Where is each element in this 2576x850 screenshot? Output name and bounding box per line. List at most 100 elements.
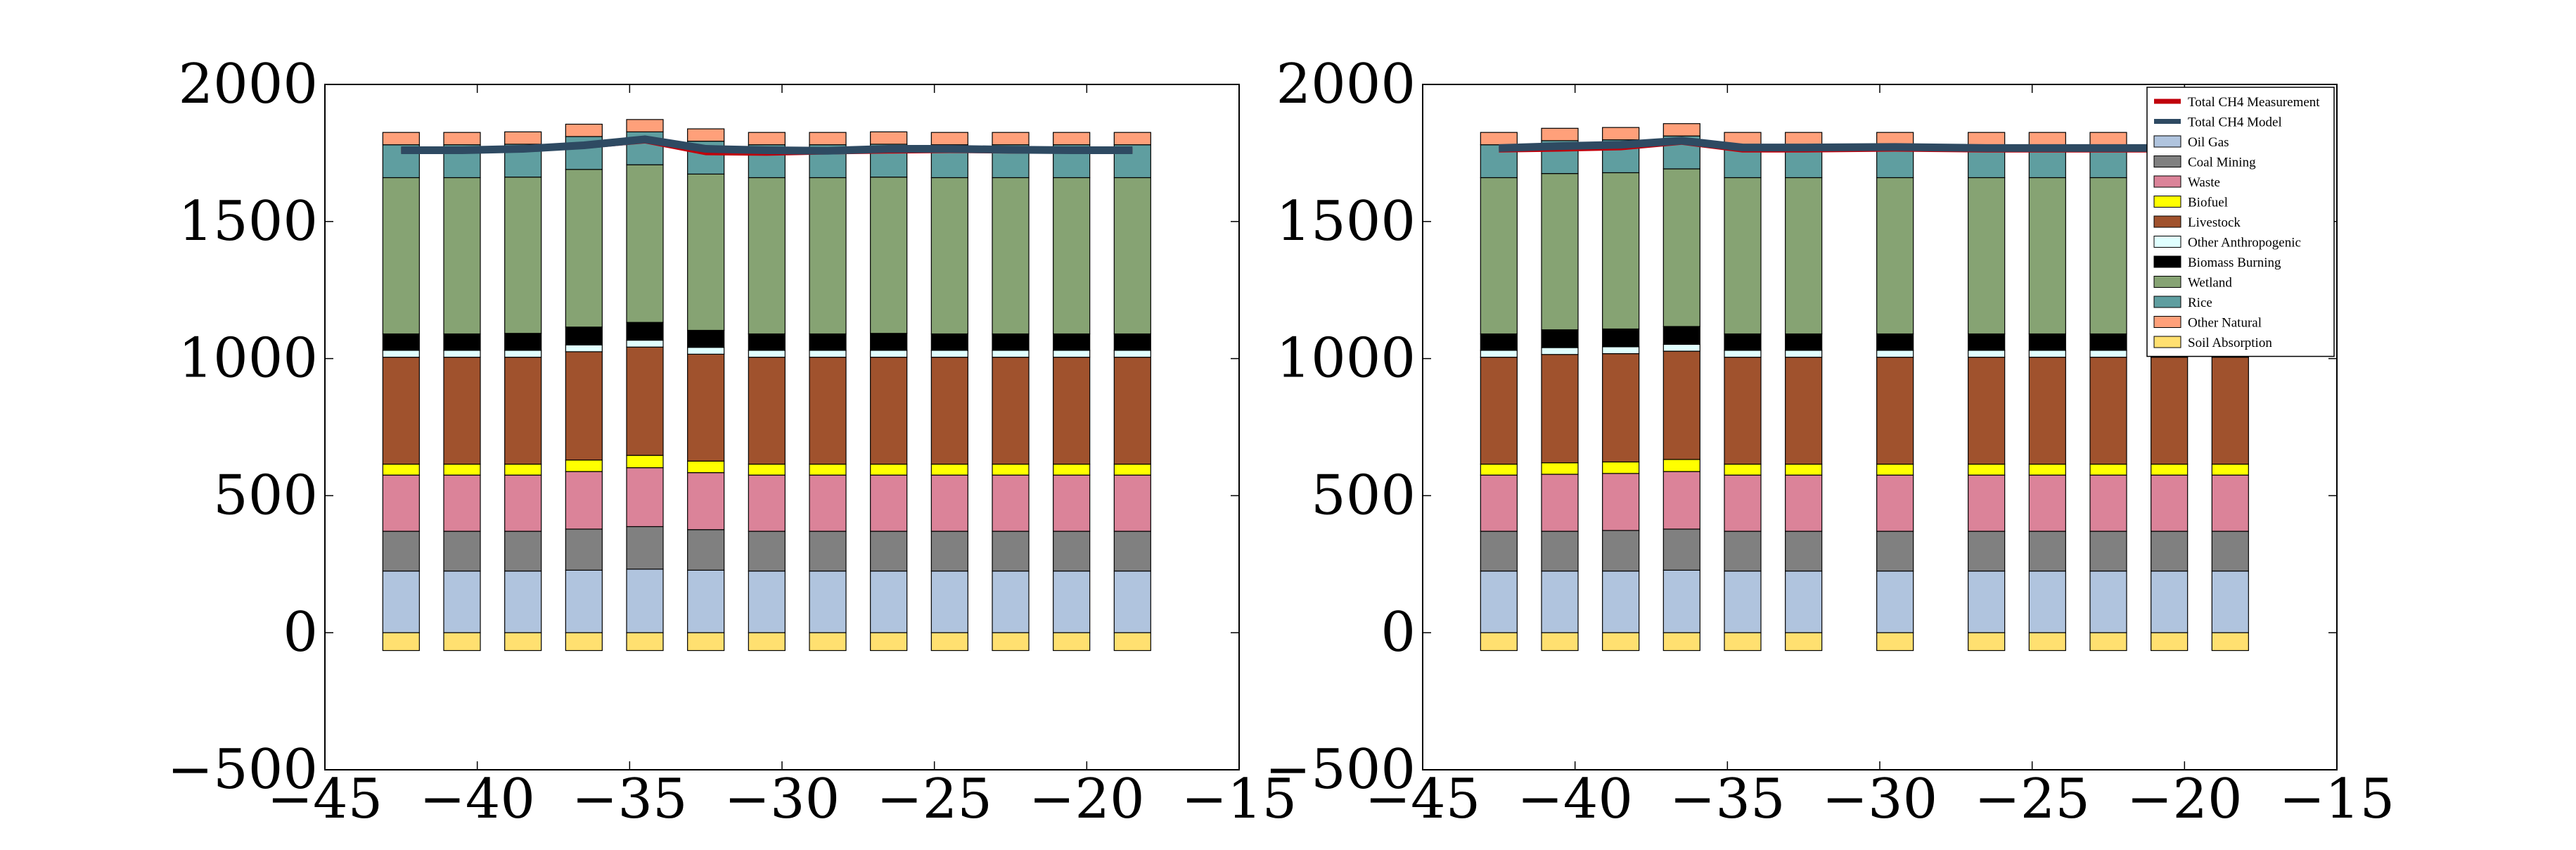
left-bar-biofuel <box>870 463 908 476</box>
left-bar-biofuel <box>626 455 664 469</box>
left-bar-wetland <box>992 177 1030 335</box>
left-ytick-label: 0 <box>283 601 318 664</box>
right-bar-waste <box>2028 474 2066 532</box>
right-bar-soil-absorption <box>1876 632 1914 652</box>
left-xtick-label: −15 <box>1181 768 1297 831</box>
right-bar-other-anthropogenic <box>2089 350 2127 358</box>
left-bar-coal-mining <box>992 531 1030 572</box>
left-bar-livestock <box>809 357 847 465</box>
left-bar-other-anthropogenic <box>687 347 725 355</box>
right-bar-livestock <box>1876 357 1914 465</box>
left-bar-wetland <box>870 177 908 334</box>
left-bar-oil-gas <box>504 570 542 633</box>
right-bar-biomass-burning <box>1541 329 1579 348</box>
right-bar-biofuel <box>1724 463 1762 476</box>
left-bar-coal-mining <box>809 531 847 572</box>
left-bar-biomass-burning <box>443 333 481 351</box>
left-bar-wetland <box>1053 177 1091 335</box>
legend-swatch <box>2153 156 2181 167</box>
left-bar-other-natural <box>687 128 725 142</box>
right-bar-wetland <box>1602 172 1640 330</box>
legend-label: Rice <box>2188 296 2212 310</box>
legend-label: Oil Gas <box>2188 135 2229 150</box>
left-bar-waste <box>382 474 420 532</box>
right-bar-coal-mining <box>1785 531 1823 572</box>
left-panel-lines <box>401 135 1133 156</box>
left-bar-biomass-burning <box>930 333 968 351</box>
right-bar-livestock <box>2151 357 2189 465</box>
left-bar-coal-mining <box>748 531 786 572</box>
right-bar-soil-absorption <box>1724 632 1762 652</box>
left-bar-wetland <box>626 164 664 323</box>
right-bar-other-natural <box>2028 132 2066 146</box>
left-bar-livestock <box>870 357 908 465</box>
legend-swatch <box>2153 296 2181 308</box>
left-bar-other-natural <box>565 123 603 137</box>
right-line-total-ch4-model <box>1499 137 2231 152</box>
right-bar-biofuel <box>1480 463 1518 476</box>
left-bar-biomass-burning <box>626 322 664 341</box>
left-bar-wetland <box>1113 177 1151 335</box>
left-bar-coal-mining <box>870 531 908 572</box>
right-bar-wetland <box>1480 177 1518 335</box>
right-bar-biofuel <box>1876 463 1914 476</box>
left-bar-other-natural <box>930 132 968 146</box>
left-bar-waste <box>626 467 664 528</box>
left-ytick-label: 1000 <box>178 327 318 391</box>
right-bar-livestock <box>1724 357 1762 465</box>
right-bar-other-natural <box>2089 132 2127 146</box>
left-bar-oil-gas <box>992 570 1030 633</box>
left-bar-oil-gas <box>930 570 968 633</box>
left-bar-other-natural <box>1113 132 1151 146</box>
left-bar-biomass-burning <box>992 333 1030 351</box>
right-bar-wetland <box>2028 177 2066 335</box>
left-bar-other-natural <box>809 132 847 146</box>
left-bar-biofuel <box>687 460 725 474</box>
right-ytick-label: 2000 <box>1276 53 1416 116</box>
right-bar-oil-gas <box>2211 570 2249 633</box>
right-bar-livestock <box>1541 354 1579 464</box>
left-bar-coal-mining <box>443 531 481 572</box>
left-panel-bars <box>382 119 1151 652</box>
right-bar-soil-absorption <box>1968 632 2006 652</box>
right-bar-waste <box>1785 474 1823 532</box>
left-bar-soil-absorption <box>565 632 603 652</box>
left-bar-soil-absorption <box>687 632 725 652</box>
right-bar-other-natural <box>1662 123 1700 137</box>
left-bar-biomass-burning <box>748 333 786 351</box>
left-bar-biomass-burning <box>809 333 847 351</box>
right-bar-oil-gas <box>1662 569 1700 633</box>
left-panel-ticks: −45 −40 −35 −30 −25 −20 −15 −500 0 500 1000 1500 200… <box>167 53 1297 831</box>
left-ytick-label: 2000 <box>178 53 318 116</box>
right-bar-biomass-burning <box>1662 326 1700 345</box>
left-bar-other-natural <box>382 132 420 146</box>
right-bar-biofuel <box>1968 463 2006 476</box>
left-bar-wetland <box>687 173 725 331</box>
left-bar-biofuel <box>443 463 481 476</box>
left-bar-oil-gas <box>565 569 603 633</box>
right-bar-biofuel <box>2211 463 2249 476</box>
right-xtick-label: −35 <box>1670 768 1786 831</box>
left-bar-other-natural <box>748 132 786 146</box>
legend-label: Livestock <box>2188 215 2241 230</box>
right-bar-livestock <box>2028 357 2066 465</box>
right-bar-other-natural <box>1602 127 1640 141</box>
right-bar-coal-mining <box>1480 531 1518 572</box>
right-bar-biofuel <box>1602 461 1640 474</box>
left-bar-livestock <box>687 353 725 462</box>
left-xtick-label: −40 <box>419 768 535 831</box>
left-bar-other-natural <box>504 131 542 145</box>
right-xtick-label: −20 <box>2127 768 2243 831</box>
right-xtick-label: −45 <box>1365 768 1481 831</box>
left-bar-coal-mining <box>504 531 542 572</box>
right-bar-biomass-burning <box>2028 333 2066 351</box>
right-ytick-label: 500 <box>1311 464 1416 527</box>
left-panel: −45 −40 −35 −30 −25 −20 −15 −500 0 500 1000 1500 200… <box>167 53 1297 831</box>
right-bar-waste <box>1724 474 1762 532</box>
right-bar-biomass-burning <box>1480 333 1518 351</box>
right-bar-other-anthropogenic <box>1876 350 1914 358</box>
left-bar-biomass-burning <box>565 326 603 345</box>
left-bar-oil-gas <box>1113 570 1151 633</box>
left-ytick-label: 500 <box>213 464 318 527</box>
